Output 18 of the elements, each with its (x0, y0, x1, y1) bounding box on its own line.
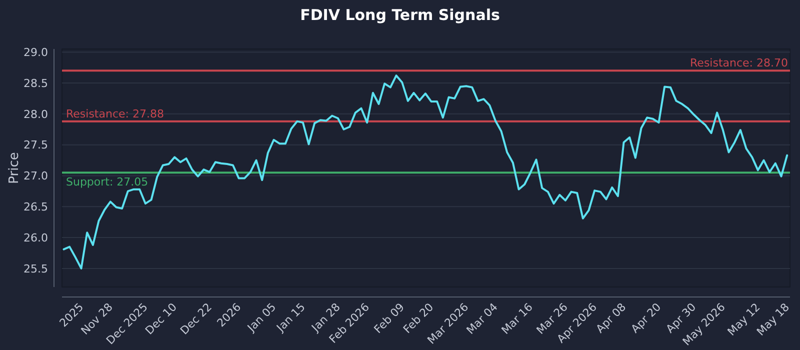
y-tick-label: 28.0 (24, 108, 48, 121)
y-tick-label: 29.0 (24, 46, 48, 59)
y-tick-label: 26.0 (24, 231, 48, 244)
y-tick-label: 27.0 (24, 170, 48, 183)
y-axis-title: Price (7, 152, 22, 184)
x-tick-label: Apr 20 (628, 300, 664, 336)
y-tick-label: 27.5 (24, 138, 48, 152)
ref-line-label: Support: 27.05 (66, 176, 148, 189)
ref-line-label: Resistance: 27.88 (66, 107, 164, 120)
x-tick-label: Jan 15 (274, 300, 308, 335)
line-series (62, 74, 788, 270)
y-tick-label: 26.5 (24, 200, 48, 214)
y-tick-label: 28.5 (24, 76, 48, 90)
chart-title: FDIV Long Term Signals (300, 6, 500, 24)
y-tick-label: 25.5 (24, 262, 48, 276)
ref-line-label: Resistance: 28.70 (690, 56, 788, 70)
x-tick-label: Mar 16 (499, 300, 536, 337)
x-tick-label: Dec 22 (178, 300, 214, 338)
